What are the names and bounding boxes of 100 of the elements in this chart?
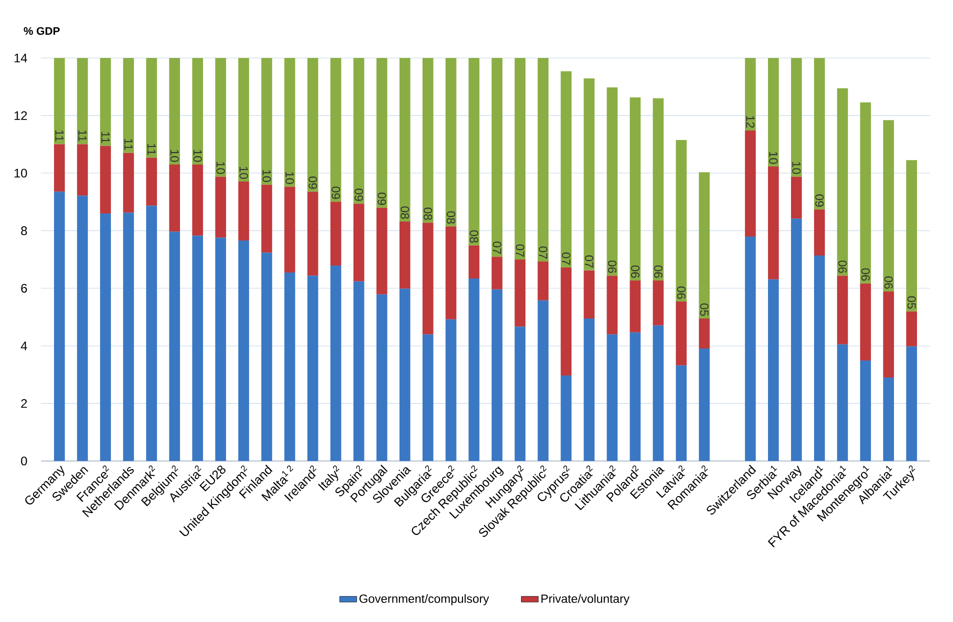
bar xyxy=(698,348,710,461)
bar xyxy=(261,58,272,185)
bar xyxy=(883,120,894,292)
bar xyxy=(906,160,917,312)
bar xyxy=(215,176,226,238)
bar xyxy=(584,270,595,319)
bar xyxy=(238,58,250,182)
bar xyxy=(860,360,871,461)
bar xyxy=(77,196,88,461)
annotation: 09 xyxy=(378,192,386,205)
bar xyxy=(698,172,710,319)
bar xyxy=(814,58,825,210)
annotation: 09 xyxy=(308,176,317,189)
bar xyxy=(514,58,526,260)
bar xyxy=(514,259,526,327)
bar xyxy=(584,318,595,461)
bar xyxy=(284,186,296,272)
annotation: 06 xyxy=(861,268,870,281)
bar xyxy=(215,58,226,177)
bar xyxy=(307,276,318,461)
bar xyxy=(376,208,388,294)
bar xyxy=(77,58,88,144)
bar xyxy=(169,164,180,232)
bar xyxy=(744,130,756,236)
bar xyxy=(768,279,779,461)
annotation: 07 xyxy=(538,246,548,259)
bar xyxy=(261,252,272,461)
annotation: 08 xyxy=(470,230,478,243)
annotation: 07 xyxy=(492,242,502,254)
bar xyxy=(676,140,687,302)
bar xyxy=(630,332,641,461)
bar xyxy=(169,232,180,461)
bar xyxy=(744,58,756,131)
legend-label: Government/compulsory xyxy=(359,594,490,606)
bar xyxy=(100,58,111,146)
bar xyxy=(238,181,250,240)
bar xyxy=(422,222,434,334)
bar xyxy=(676,302,687,366)
bar xyxy=(468,278,480,461)
annotation: 07 xyxy=(584,255,594,268)
bar xyxy=(791,58,802,177)
bar xyxy=(399,288,410,461)
annotation: 09 xyxy=(354,188,364,201)
bar xyxy=(744,236,756,461)
bar xyxy=(676,365,687,461)
annotation: 08 xyxy=(400,206,410,219)
y-tick-label: 12 xyxy=(14,111,27,120)
y-tick-label: 6 xyxy=(21,284,27,293)
bar xyxy=(123,152,134,213)
bar xyxy=(422,334,434,461)
bar xyxy=(860,102,871,284)
bar xyxy=(307,58,318,192)
annotation: 10 xyxy=(216,162,225,174)
bar xyxy=(54,144,65,192)
bar xyxy=(123,212,134,461)
bar xyxy=(100,146,111,214)
annotation: 10 xyxy=(239,166,248,179)
bar xyxy=(169,58,180,165)
annotation: 08 xyxy=(424,208,432,220)
annotation: 08 xyxy=(446,211,456,224)
bar xyxy=(353,281,364,461)
bar xyxy=(353,204,364,282)
bar xyxy=(77,144,88,196)
bar xyxy=(330,202,342,266)
bar xyxy=(606,276,618,334)
bar xyxy=(399,222,410,289)
annotation: 07 xyxy=(562,252,570,265)
bar xyxy=(837,344,848,461)
annotation: 06 xyxy=(884,276,893,289)
annotation: 10 xyxy=(769,152,778,164)
bar xyxy=(446,58,456,226)
bar xyxy=(446,319,456,461)
bar xyxy=(446,226,456,320)
bar xyxy=(630,280,641,332)
annotation: 06 xyxy=(654,265,662,278)
annotation: 11 xyxy=(101,132,110,144)
bar xyxy=(560,268,572,376)
bar xyxy=(906,346,917,461)
bar xyxy=(860,283,871,361)
annotation: 05 xyxy=(907,296,916,309)
bar xyxy=(146,58,157,158)
annotation: 09 xyxy=(815,194,824,207)
bar xyxy=(100,213,111,461)
y-tick-label: 8 xyxy=(21,226,27,236)
y-tick-label: 14 xyxy=(14,54,28,62)
annotation: 11 xyxy=(78,130,87,142)
bar xyxy=(192,164,204,236)
bar xyxy=(652,98,664,281)
bar xyxy=(376,58,388,208)
y-axis-title: % GDP xyxy=(24,27,60,35)
bar xyxy=(261,184,272,253)
annotation: 10 xyxy=(286,172,294,184)
bar xyxy=(630,97,641,281)
annotation: 07 xyxy=(516,244,524,257)
bar xyxy=(307,192,318,276)
annotation: 10 xyxy=(193,150,202,162)
bar xyxy=(492,256,502,290)
bar xyxy=(814,255,825,461)
bar xyxy=(330,266,342,461)
legend-label: Private/voluntary xyxy=(541,594,630,606)
